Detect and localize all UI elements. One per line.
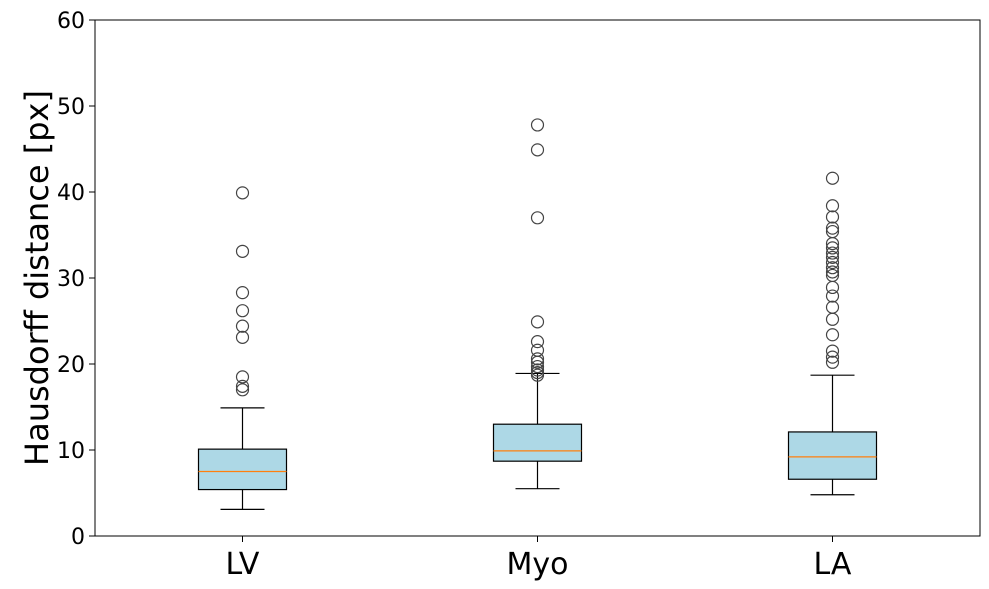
outlier-point: [825, 328, 840, 342]
outlier-point: [235, 383, 250, 397]
outlier-point: [825, 350, 840, 364]
outlier-point: [825, 312, 840, 326]
box-group: [197, 186, 288, 510]
y-tick-label: 20: [57, 353, 85, 378]
y-tick-label: 0: [71, 525, 85, 550]
y-tick-label: 10: [57, 439, 85, 464]
x-tick-label: LV: [226, 547, 260, 582]
outlier-point: [825, 268, 840, 283]
outlier-point: [235, 244, 250, 258]
outlier-point: [530, 352, 545, 366]
x-tick-label: Myo: [507, 547, 569, 582]
outlier-point: [235, 286, 250, 300]
outlier-point: [235, 370, 250, 384]
outlier-point: [825, 280, 840, 295]
outlier-point: [825, 355, 840, 369]
y-axis-label: Hausdorff distance [px]: [18, 90, 56, 466]
outlier-point: [235, 330, 250, 344]
outlier-point: [530, 359, 545, 374]
outlier-point: [530, 118, 545, 132]
outlier-point: [825, 300, 840, 314]
outlier-point: [825, 250, 840, 264]
y-axis-ticks: 0 10 20 30 40 50 60: [57, 9, 95, 550]
outlier-point: [825, 210, 840, 224]
outlier-point: [530, 315, 545, 329]
y-tick-label: 30: [57, 267, 85, 292]
outlier-point: [235, 304, 250, 318]
box-group: [787, 171, 878, 496]
outlier-point: [825, 261, 840, 275]
y-tick-label: 50: [57, 95, 85, 120]
x-axis-ticks: LV Myo LA: [226, 536, 852, 582]
outlier-point: [825, 246, 840, 260]
outlier-point: [825, 241, 840, 255]
outlier-point: [825, 255, 840, 270]
y-tick-label: 60: [57, 9, 85, 34]
iqr-box: [492, 423, 583, 462]
iqr-box: [787, 431, 878, 480]
x-tick-label: LA: [814, 547, 852, 582]
outlier-point: [825, 224, 840, 239]
outlier-point: [825, 221, 840, 235]
outlier-point: [530, 143, 545, 157]
y-tick-label: 40: [57, 181, 85, 206]
outlier-point: [530, 211, 545, 225]
iqr-box: [197, 448, 288, 491]
outlier-point: [235, 319, 250, 333]
outlier-point: [235, 379, 250, 393]
outlier-point: [825, 344, 840, 358]
outlier-point: [530, 363, 545, 377]
outlier-point: [825, 199, 840, 213]
outlier-point: [825, 289, 840, 303]
outlier-point: [530, 343, 545, 357]
outlier-point: [825, 265, 840, 279]
box-group: [492, 118, 583, 490]
box-series: [197, 118, 878, 510]
outlier-point: [825, 171, 840, 185]
outlier-point: [235, 186, 250, 200]
outlier-point: [530, 335, 545, 349]
